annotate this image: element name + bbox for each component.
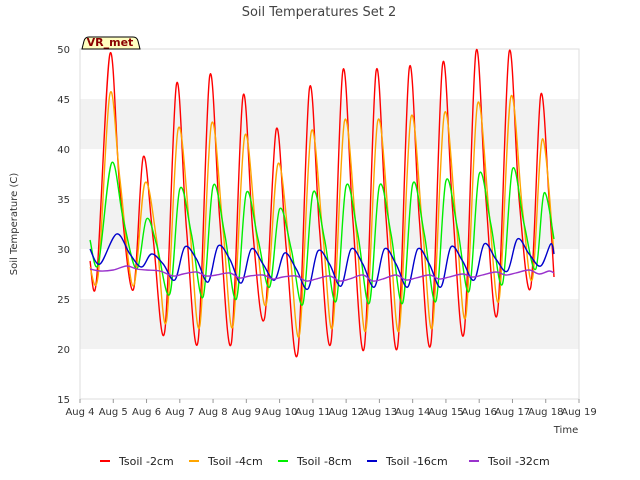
x-tick-label: Aug 16	[461, 407, 496, 418]
badge-shape	[81, 36, 141, 50]
y-tick-label: 25	[57, 295, 70, 306]
x-tick-label: Aug 4	[65, 407, 94, 418]
y-axis-label: Soil Temperature (C)	[9, 173, 20, 276]
chart-title: Soil Temperatures Set 2	[242, 5, 397, 20]
y-tick-label: 15	[57, 395, 70, 406]
grid-band	[80, 299, 579, 349]
x-tick-label: Aug 19	[561, 407, 596, 418]
x-axis-ticks: Aug 4 Aug 5 Aug 6 Aug 7 Aug 8 Aug 9 Aug 10Aug …	[65, 399, 597, 418]
x-tick-label: Aug 13	[362, 407, 397, 418]
x-tick-label: Aug 18	[528, 407, 563, 418]
x-tick-label: Aug 8	[199, 407, 228, 418]
series-line-tsoil-32cm	[89, 265, 555, 282]
grid-band	[80, 49, 579, 99]
x-tick-label: Aug 9	[232, 407, 261, 418]
series-line-tsoil-4cm	[89, 90, 555, 338]
y-axis-ticks: 15 20 25 30 35 40 45 50	[57, 45, 70, 406]
y-tick-label: 40	[57, 145, 70, 156]
x-tick-label: Aug 14	[395, 407, 430, 418]
grid-band	[80, 349, 579, 399]
x-tick-label: Aug 11	[295, 407, 330, 418]
y-tick-label: 35	[57, 195, 70, 206]
x-tick-label: Aug 5	[99, 407, 128, 418]
legend-label: Tsoil -16cm	[385, 455, 448, 468]
y-tick-label: 50	[57, 45, 70, 56]
y-tick-label: 20	[57, 345, 70, 356]
series-line-tsoil-16cm	[89, 233, 555, 290]
legend-label: Tsoil -4cm	[207, 455, 263, 468]
badge-label: VR_met	[87, 36, 134, 49]
legend-label: Tsoil -8cm	[296, 455, 352, 468]
grid-band	[80, 149, 579, 199]
legend-label: Tsoil -32cm	[487, 455, 550, 468]
series-line-tsoil-2cm	[89, 48, 555, 358]
y-tick-label: 45	[57, 95, 70, 106]
grid-band	[80, 99, 579, 149]
x-tick-label: Aug 7	[165, 407, 194, 418]
plot-area-border	[79, 48, 580, 400]
x-axis-label: Time	[553, 425, 578, 436]
x-tick-label: Aug 6	[132, 407, 161, 418]
legend: Tsoil -2cm Tsoil -4cm Tsoil -8cm Tsoil -16c…	[100, 455, 550, 468]
y-tick-label: 30	[57, 245, 70, 256]
x-tick-label: Aug 10	[262, 407, 297, 418]
series-layer	[89, 48, 555, 358]
grid-bands	[80, 49, 579, 399]
x-tick-label: Aug 12	[328, 407, 363, 418]
x-tick-label: Aug 17	[495, 407, 530, 418]
vr-met-badge: VR_met	[81, 36, 141, 50]
x-tick-label: Aug 15	[428, 407, 463, 418]
series-line-tsoil-8cm	[89, 161, 555, 306]
grid-band	[80, 199, 579, 249]
legend-label: Tsoil -2cm	[118, 455, 174, 468]
